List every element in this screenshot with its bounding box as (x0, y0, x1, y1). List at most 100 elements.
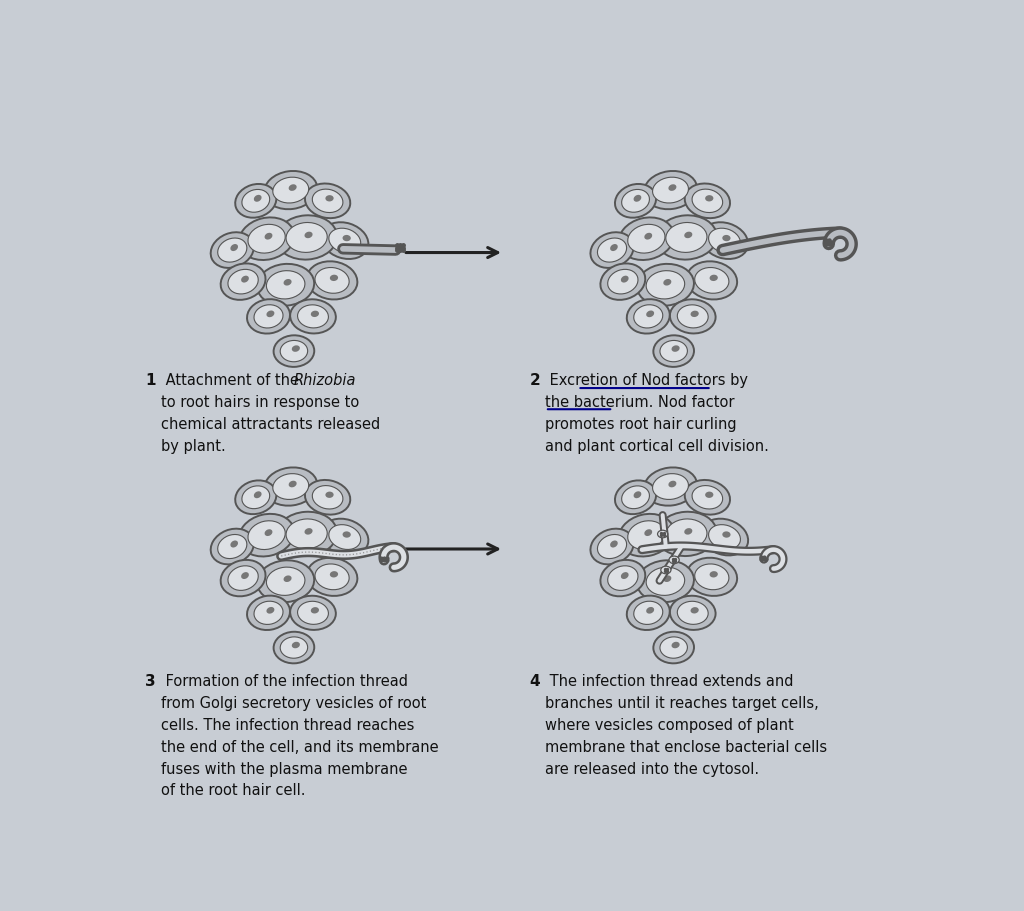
Ellipse shape (266, 271, 305, 299)
Ellipse shape (292, 641, 300, 649)
Ellipse shape (666, 222, 707, 252)
Ellipse shape (659, 637, 687, 659)
Ellipse shape (281, 341, 307, 362)
Ellipse shape (304, 528, 312, 535)
Ellipse shape (307, 558, 357, 596)
Ellipse shape (305, 183, 350, 218)
Ellipse shape (627, 299, 670, 333)
Ellipse shape (656, 512, 717, 556)
Text: and plant cortical cell division.: and plant cortical cell division. (545, 439, 769, 455)
Text: Excretion of Nod factors by: Excretion of Nod factors by (545, 374, 748, 388)
Ellipse shape (311, 607, 319, 613)
Ellipse shape (329, 525, 360, 549)
Ellipse shape (247, 596, 290, 630)
Text: 2: 2 (529, 374, 541, 388)
Ellipse shape (656, 215, 717, 260)
Ellipse shape (684, 231, 692, 238)
Ellipse shape (644, 171, 697, 210)
Ellipse shape (290, 596, 336, 630)
Text: of the root hair cell.: of the root hair cell. (161, 783, 305, 798)
Ellipse shape (289, 184, 297, 191)
Ellipse shape (692, 189, 723, 212)
Ellipse shape (276, 512, 337, 556)
Text: 1: 1 (145, 374, 156, 388)
Ellipse shape (646, 271, 685, 299)
Ellipse shape (694, 268, 729, 293)
Ellipse shape (330, 275, 338, 281)
Ellipse shape (646, 311, 654, 317)
Ellipse shape (700, 518, 749, 556)
Ellipse shape (610, 540, 617, 548)
Text: Rhizobia: Rhizobia (294, 374, 356, 388)
Ellipse shape (286, 519, 328, 548)
Ellipse shape (343, 531, 351, 537)
Ellipse shape (230, 540, 238, 548)
Ellipse shape (690, 311, 698, 317)
Ellipse shape (690, 607, 698, 613)
Ellipse shape (281, 637, 307, 659)
Ellipse shape (597, 238, 627, 262)
Ellipse shape (284, 576, 292, 582)
Text: to root hairs in response to: to root hairs in response to (161, 395, 358, 410)
Ellipse shape (692, 486, 723, 509)
Text: cells. The infection thread reaches: cells. The infection thread reaches (161, 718, 414, 732)
Ellipse shape (315, 268, 349, 293)
Ellipse shape (709, 525, 740, 549)
Ellipse shape (290, 300, 336, 333)
Ellipse shape (621, 572, 629, 579)
Ellipse shape (677, 305, 709, 328)
Ellipse shape (694, 564, 729, 589)
Ellipse shape (669, 556, 679, 564)
Ellipse shape (298, 305, 329, 328)
Ellipse shape (618, 514, 674, 557)
Ellipse shape (646, 607, 654, 614)
Ellipse shape (686, 261, 737, 300)
Ellipse shape (330, 571, 338, 578)
Text: by plant.: by plant. (161, 439, 225, 455)
Ellipse shape (254, 601, 283, 624)
Ellipse shape (710, 275, 718, 281)
Ellipse shape (672, 345, 680, 352)
Ellipse shape (622, 486, 649, 508)
Text: the end of the cell, and its membrane: the end of the cell, and its membrane (161, 740, 438, 754)
Ellipse shape (242, 189, 269, 212)
Ellipse shape (615, 184, 656, 218)
Ellipse shape (248, 521, 286, 549)
Ellipse shape (242, 486, 269, 508)
Ellipse shape (646, 568, 685, 596)
Ellipse shape (664, 576, 672, 582)
Ellipse shape (672, 641, 680, 649)
Ellipse shape (653, 335, 694, 367)
Ellipse shape (644, 529, 652, 536)
Ellipse shape (622, 189, 649, 212)
Text: chemical attractants released: chemical attractants released (161, 417, 380, 433)
Ellipse shape (220, 263, 265, 300)
Ellipse shape (600, 263, 645, 300)
Ellipse shape (266, 311, 274, 317)
Ellipse shape (264, 467, 317, 506)
Ellipse shape (666, 519, 707, 548)
Ellipse shape (634, 195, 641, 201)
Ellipse shape (709, 228, 740, 253)
Text: the bacterium. Nod factor: the bacterium. Nod factor (545, 395, 734, 410)
Ellipse shape (722, 235, 730, 241)
Ellipse shape (591, 232, 634, 268)
Text: promotes root hair curling: promotes root hair curling (545, 417, 736, 433)
Ellipse shape (677, 601, 709, 624)
Ellipse shape (644, 467, 697, 506)
Ellipse shape (657, 530, 668, 537)
Ellipse shape (670, 300, 716, 333)
Ellipse shape (322, 222, 369, 259)
Ellipse shape (211, 528, 254, 565)
Ellipse shape (239, 514, 294, 557)
Ellipse shape (286, 222, 328, 252)
Text: from Golgi secretory vesicles of root: from Golgi secretory vesicles of root (161, 696, 426, 711)
Ellipse shape (264, 171, 317, 210)
Ellipse shape (664, 279, 672, 285)
Ellipse shape (700, 222, 749, 259)
Ellipse shape (607, 566, 638, 590)
Ellipse shape (241, 276, 249, 282)
Ellipse shape (634, 491, 641, 498)
Text: Attachment of the: Attachment of the (161, 374, 303, 388)
Ellipse shape (706, 492, 714, 498)
